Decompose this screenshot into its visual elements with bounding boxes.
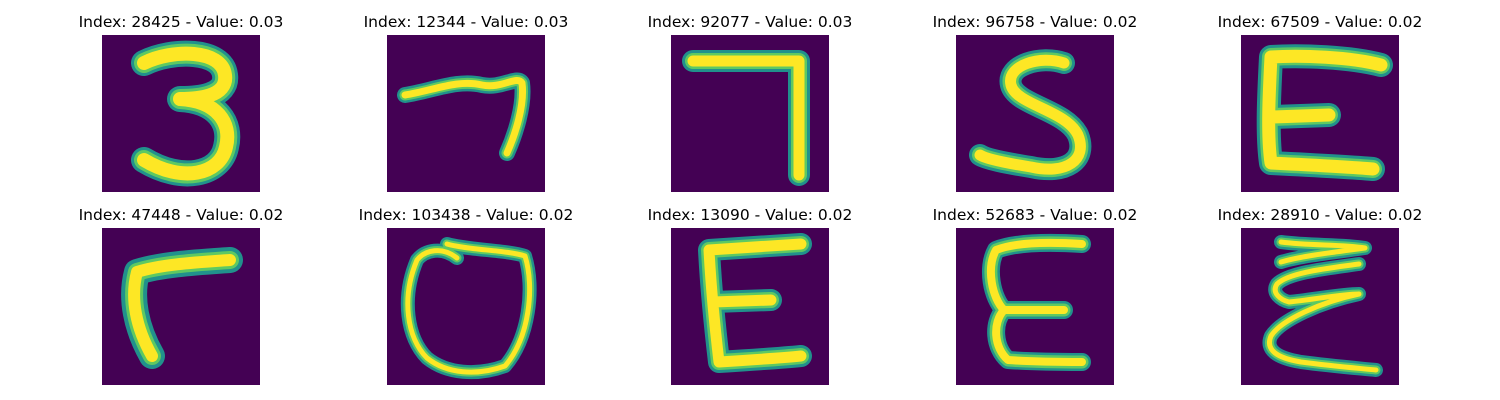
panel-title: Index: 12344 - Value: 0.03 [363,13,569,31]
panel-title: Index: 52683 - Value: 0.02 [932,206,1138,224]
panel-title: Index: 28425 - Value: 0.03 [78,13,284,31]
digit-image [956,35,1114,192]
digit-image [671,228,829,385]
panel-title: Index: 92077 - Value: 0.03 [647,13,853,31]
panel-title: Index: 47448 - Value: 0.02 [78,206,284,224]
panel-title: Index: 13090 - Value: 0.02 [647,206,853,224]
digit-image [387,228,545,385]
panel-title: Index: 96758 - Value: 0.02 [932,13,1138,31]
digit-image [102,35,260,192]
digit-image [102,228,260,385]
digit-image [1241,35,1399,192]
panel-title: Index: 103438 - Value: 0.02 [358,206,574,224]
panel-title: Index: 67509 - Value: 0.02 [1217,13,1423,31]
digit-image [671,35,829,192]
digit-image [1241,228,1399,385]
panel-title: Index: 28910 - Value: 0.02 [1217,206,1423,224]
digit-image [387,35,545,192]
digit-image [956,228,1114,385]
